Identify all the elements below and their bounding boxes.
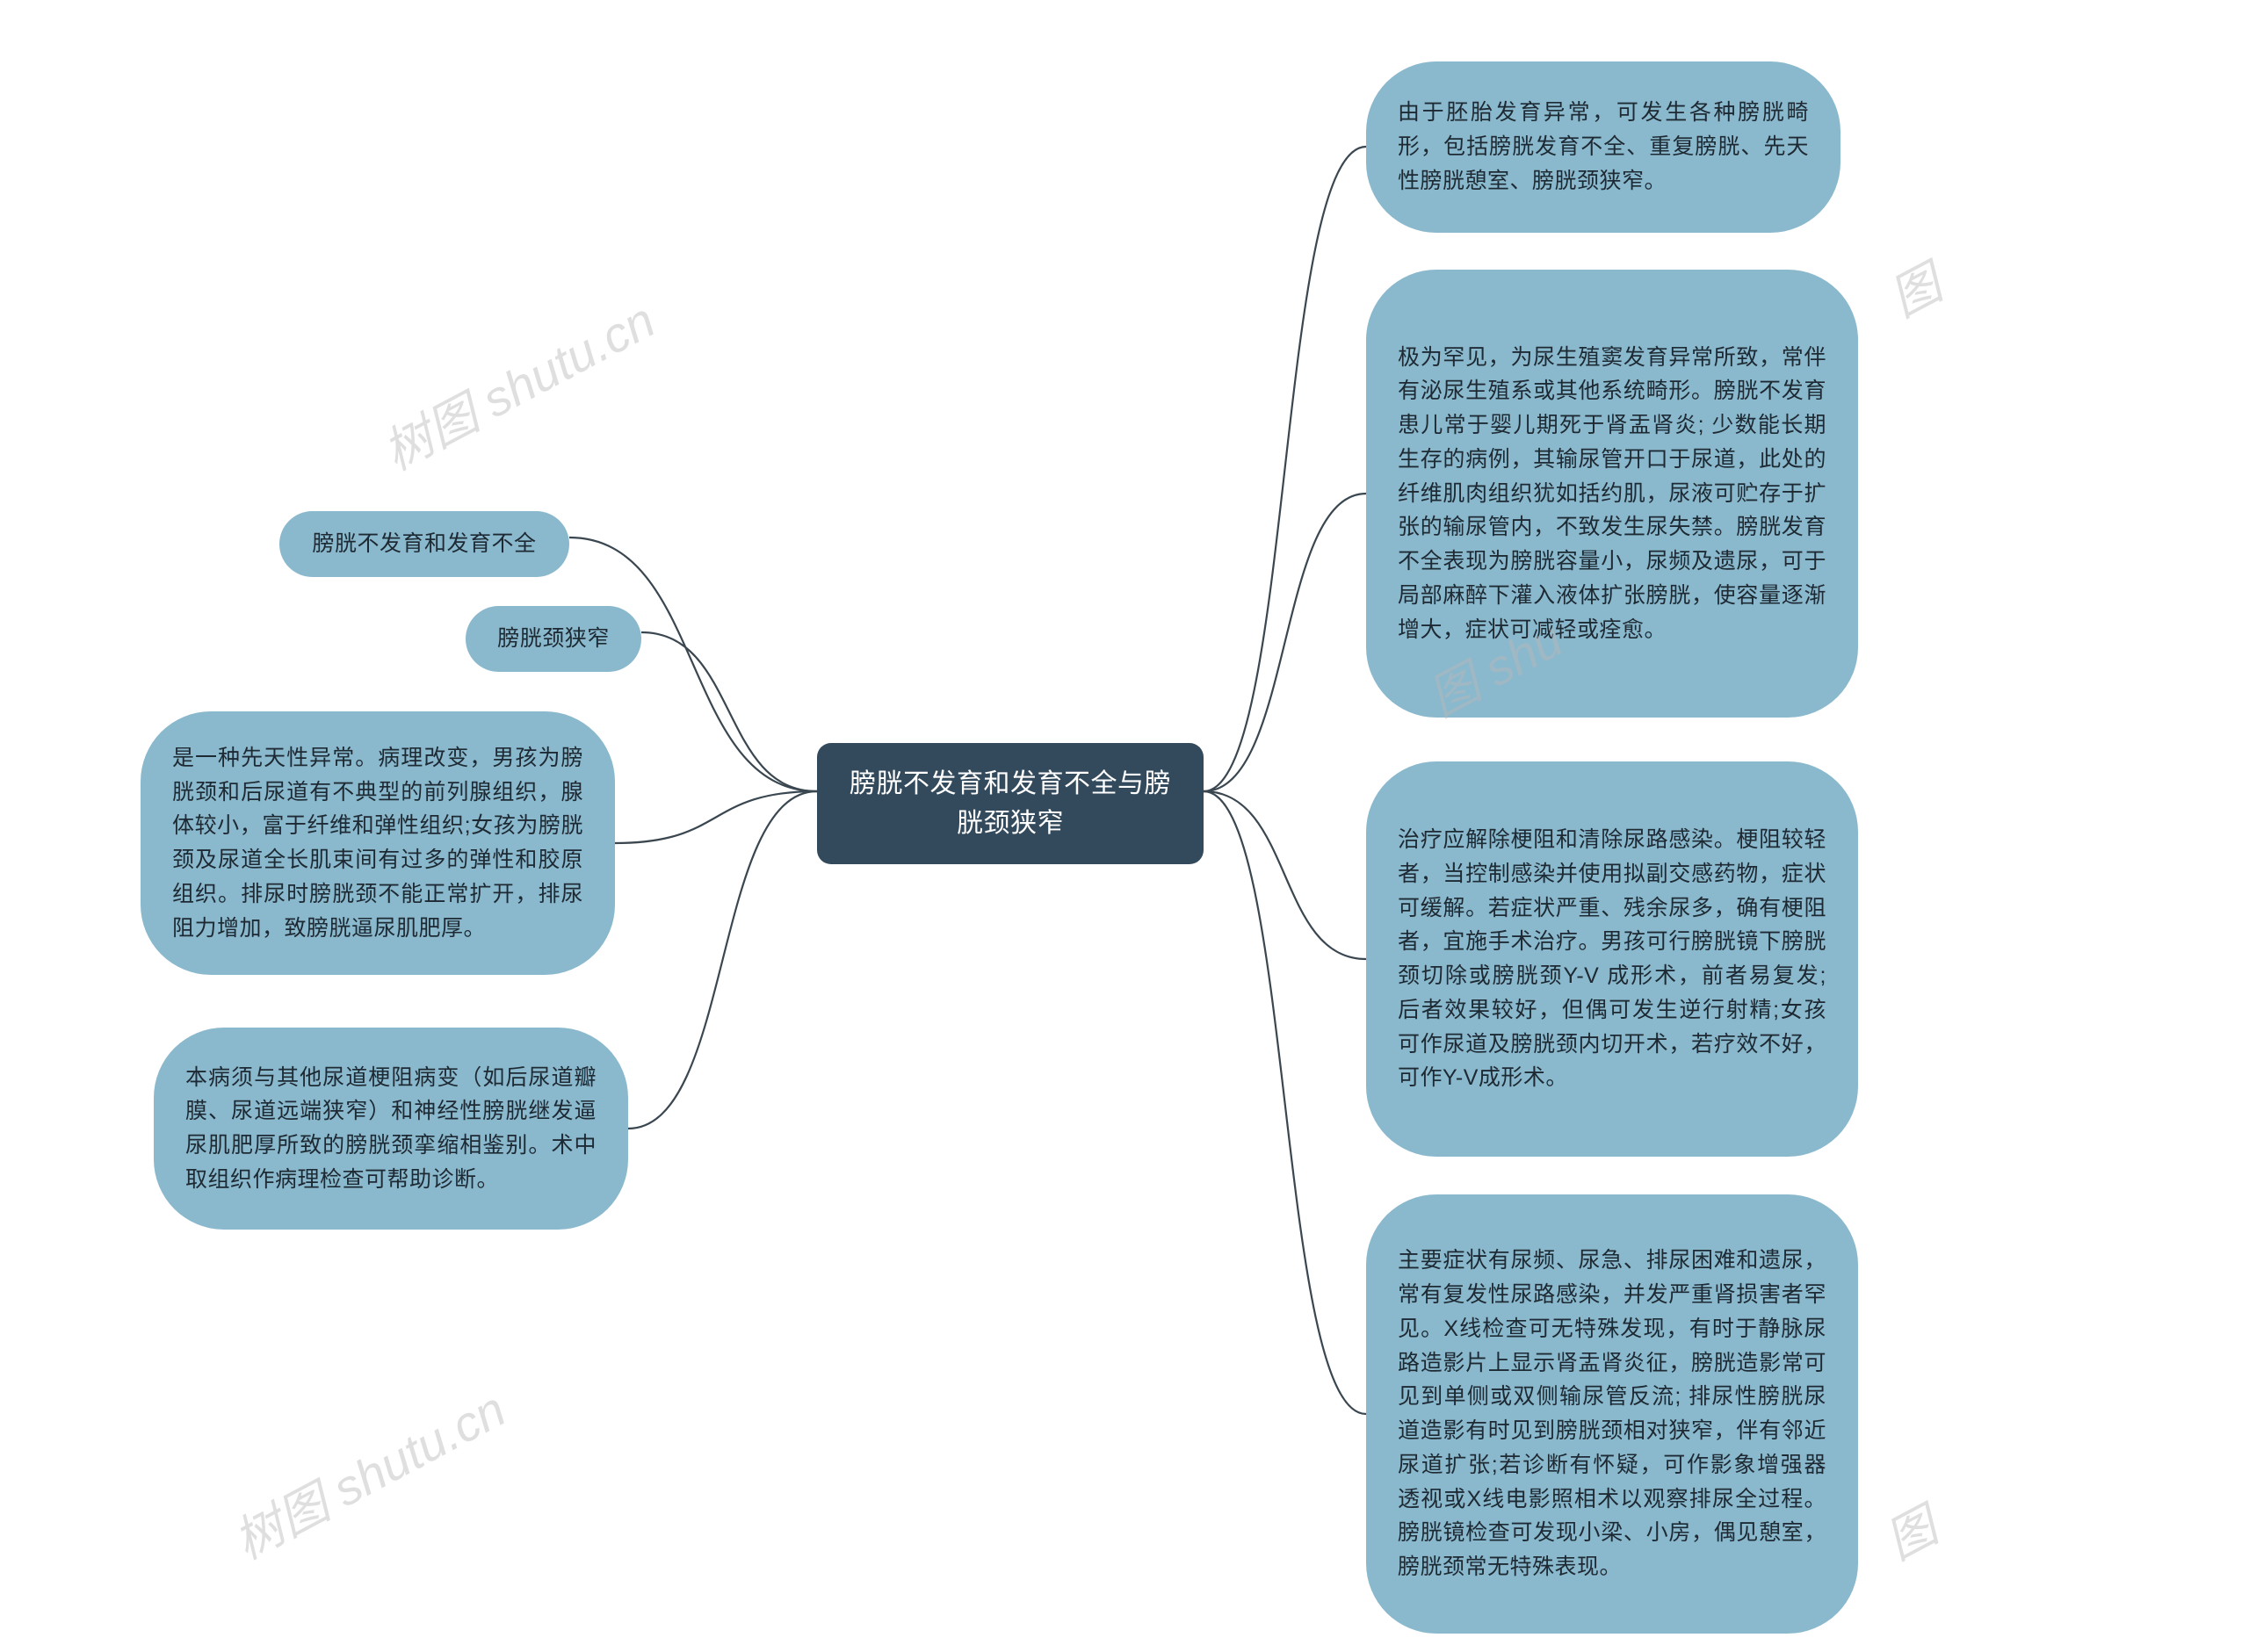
node-l4: 本病须与其他尿道梗阻病变（如后尿道瓣膜、尿道远端狭窄）和神经性膀胱继发逼尿肌肥厚… (154, 1028, 628, 1230)
mindmap-canvas: 膀胱不发育和发育不全与膀胱颈狭窄 膀胱不发育和发育不全膀胱颈狭窄是一种先天性异常。… (0, 0, 2249, 1652)
edge-r1 (1204, 147, 1366, 791)
edge-r4 (1204, 791, 1366, 1414)
edge-r2 (1204, 494, 1366, 791)
watermark-1: 树图 shutu.cn (220, 1371, 517, 1574)
node-r2: 极为罕见，为尿生殖窦发育异常所致，常伴有泌尿生殖系或其他系统畸形。膀胱不发育患儿… (1366, 270, 1858, 718)
watermark-0: 树图 shutu.cn (369, 282, 666, 485)
edge-r3 (1204, 791, 1366, 959)
node-l1: 膀胱不发育和发育不全 (279, 511, 569, 577)
node-l2: 膀胱颈狭窄 (466, 606, 641, 672)
node-r4: 主要症状有尿频、尿急、排尿困难和遗尿，常有复发性尿路感染，并发严重肾损害者罕见。… (1366, 1194, 1858, 1634)
edge-l2 (641, 632, 817, 791)
node-r3: 治疗应解除梗阻和清除尿路感染。梗阻较轻者，当控制感染并使用拟副交感药物，症状可缓… (1366, 761, 1858, 1157)
watermark-4: 图 (1871, 1488, 1948, 1574)
edge-l3 (615, 791, 817, 843)
node-r1: 由于胚胎发育异常，可发生各种膀胱畸形，包括膀胱发育不全、重复膀胱、先天性膀胱憩室… (1366, 61, 1840, 233)
root-node: 膀胱不发育和发育不全与膀胱颈狭窄 (817, 743, 1204, 864)
node-l3: 是一种先天性异常。病理改变，男孩为膀胱颈和后尿道有不典型的前列腺组织，腺体较小，… (141, 711, 615, 975)
watermark-3: 图 (1876, 245, 1952, 331)
edge-l4 (628, 791, 817, 1129)
